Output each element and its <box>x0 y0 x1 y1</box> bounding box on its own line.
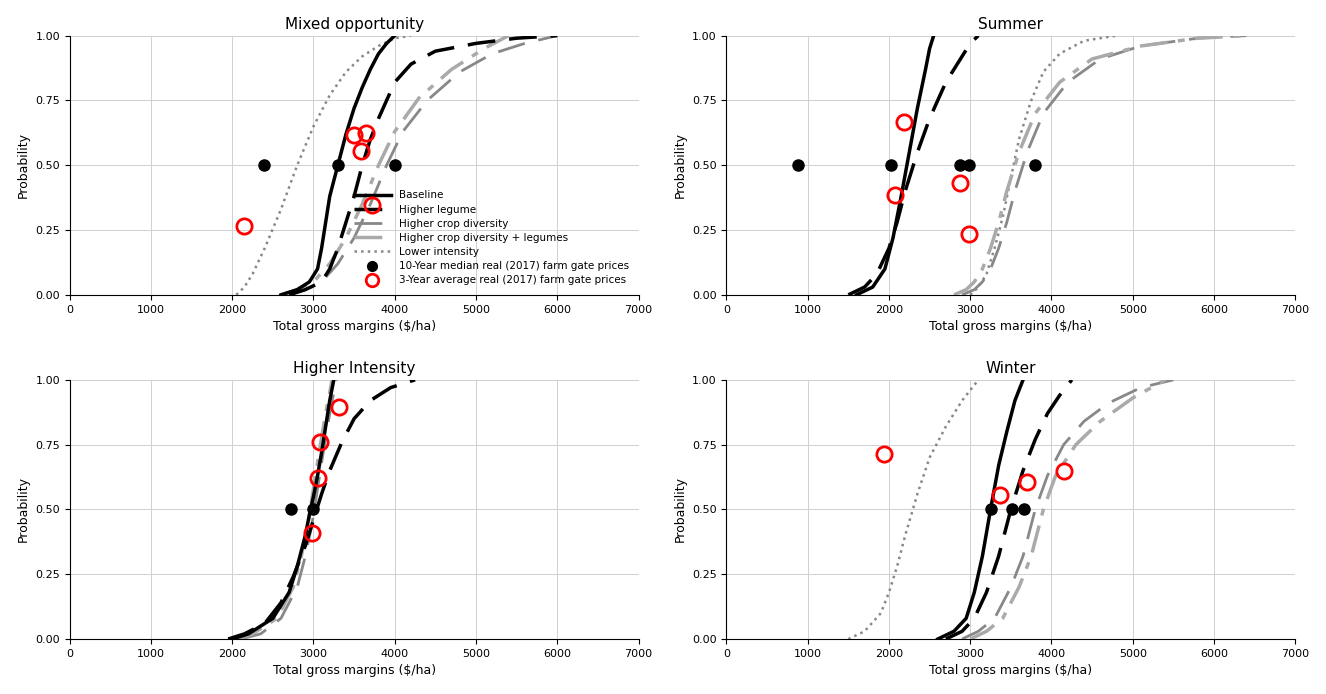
X-axis label: Total gross margins ($/ha): Total gross margins ($/ha) <box>930 320 1093 333</box>
Y-axis label: Probability: Probability <box>17 133 29 198</box>
X-axis label: Total gross margins ($/ha): Total gross margins ($/ha) <box>273 664 436 677</box>
Title: Mixed opportunity: Mixed opportunity <box>285 17 424 32</box>
Y-axis label: Probability: Probability <box>674 477 687 543</box>
X-axis label: Total gross margins ($/ha): Total gross margins ($/ha) <box>273 320 436 333</box>
Title: Summer: Summer <box>979 17 1044 32</box>
Y-axis label: Probability: Probability <box>674 133 687 198</box>
Title: Winter: Winter <box>985 361 1036 376</box>
Title: Higher Intensity: Higher Intensity <box>293 361 415 376</box>
X-axis label: Total gross margins ($/ha): Total gross margins ($/ha) <box>930 664 1093 677</box>
Y-axis label: Probability: Probability <box>17 477 29 543</box>
Legend: Baseline, Higher legume, Higher crop diversity, Higher crop diversity + legumes,: Baseline, Higher legume, Higher crop div… <box>350 186 634 289</box>
